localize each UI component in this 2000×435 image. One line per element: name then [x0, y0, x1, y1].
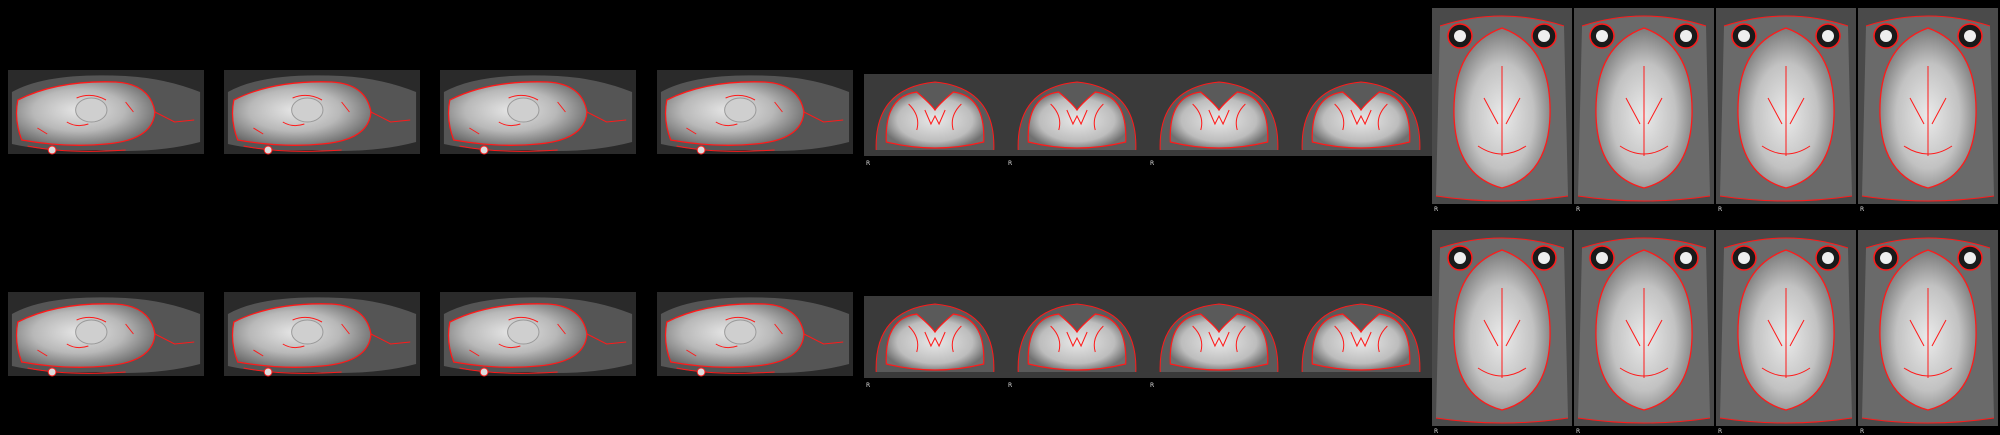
axial-brain-image: [1432, 6, 1572, 206]
bottom-coronal-slice-7: [1148, 292, 1290, 382]
axial-brain-image: [1574, 6, 1714, 206]
top-axial-slice-9: [1432, 6, 1572, 206]
coronal-brain-image: [864, 292, 1006, 382]
bottom-sagittal-slice-4: [657, 284, 853, 384]
axial-brain-image: [1858, 6, 1998, 206]
orientation-label: R: [1576, 428, 1581, 435]
sagittal-brain-image: [440, 284, 636, 384]
orientation-label: R: [1718, 206, 1723, 213]
orientation-label: R: [1150, 382, 1155, 389]
top-axial-slice-11: [1716, 6, 1856, 206]
orientation-label: R: [1860, 428, 1865, 435]
sagittal-brain-image: [224, 62, 420, 162]
bottom-axial-slice-9: [1432, 228, 1572, 428]
bottom-coronal-slice-6: [1006, 292, 1148, 382]
axial-brain-image: [1858, 228, 1998, 428]
sagittal-brain-image: [440, 62, 636, 162]
orientation-label: R: [1008, 382, 1013, 389]
top-axial-slice-12: [1858, 6, 1998, 206]
orientation-label: R: [1434, 428, 1439, 435]
bottom-coronal-slice-8: [1290, 292, 1432, 382]
bottom-sagittal-slice-2: [224, 284, 420, 384]
orientation-label: R: [1008, 160, 1013, 167]
sagittal-brain-image: [8, 62, 204, 162]
bottom-axial-slice-12: [1858, 228, 1998, 428]
coronal-brain-image: [1148, 70, 1290, 160]
sagittal-brain-image: [657, 62, 853, 162]
bottom-sagittal-slice-1: [8, 284, 204, 384]
axial-brain-image: [1716, 6, 1856, 206]
top-row-registration-overlays: R R R: [0, 0, 2000, 216]
orientation-label: R: [1860, 206, 1865, 213]
sagittal-brain-image: [657, 284, 853, 384]
coronal-brain-image: [1006, 292, 1148, 382]
top-sagittal-slice-1: [8, 62, 204, 162]
coronal-brain-image: [1148, 292, 1290, 382]
top-coronal-slice-8: [1290, 70, 1432, 160]
coronal-brain-image: [864, 70, 1006, 160]
coronal-brain-image: [1290, 70, 1432, 160]
top-axial-slice-10: [1574, 6, 1714, 206]
orientation-label: R: [1718, 428, 1723, 435]
top-coronal-slice-5: [864, 70, 1006, 160]
orientation-label: R: [866, 382, 871, 389]
axial-brain-image: [1432, 228, 1572, 428]
top-coronal-slice-6: [1006, 70, 1148, 160]
bottom-row-registration-overlays: R R R: [0, 216, 2000, 435]
top-coronal-slice-7: [1148, 70, 1290, 160]
top-sagittal-slice-4: [657, 62, 853, 162]
bottom-sagittal-slice-3: [440, 284, 636, 384]
coronal-brain-image: [1006, 70, 1148, 160]
bottom-coronal-slice-5: [864, 292, 1006, 382]
axial-brain-image: [1716, 228, 1856, 428]
bottom-axial-slice-11: [1716, 228, 1856, 428]
orientation-label: R: [1576, 206, 1581, 213]
top-sagittal-slice-3: [440, 62, 636, 162]
sagittal-brain-image: [224, 284, 420, 384]
coronal-brain-image: [1290, 292, 1432, 382]
top-sagittal-slice-2: [224, 62, 420, 162]
orientation-label: R: [1150, 160, 1155, 167]
orientation-label: R: [1434, 206, 1439, 213]
sagittal-brain-image: [8, 284, 204, 384]
bottom-axial-slice-10: [1574, 228, 1714, 428]
axial-brain-image: [1574, 228, 1714, 428]
orientation-label: R: [866, 160, 871, 167]
